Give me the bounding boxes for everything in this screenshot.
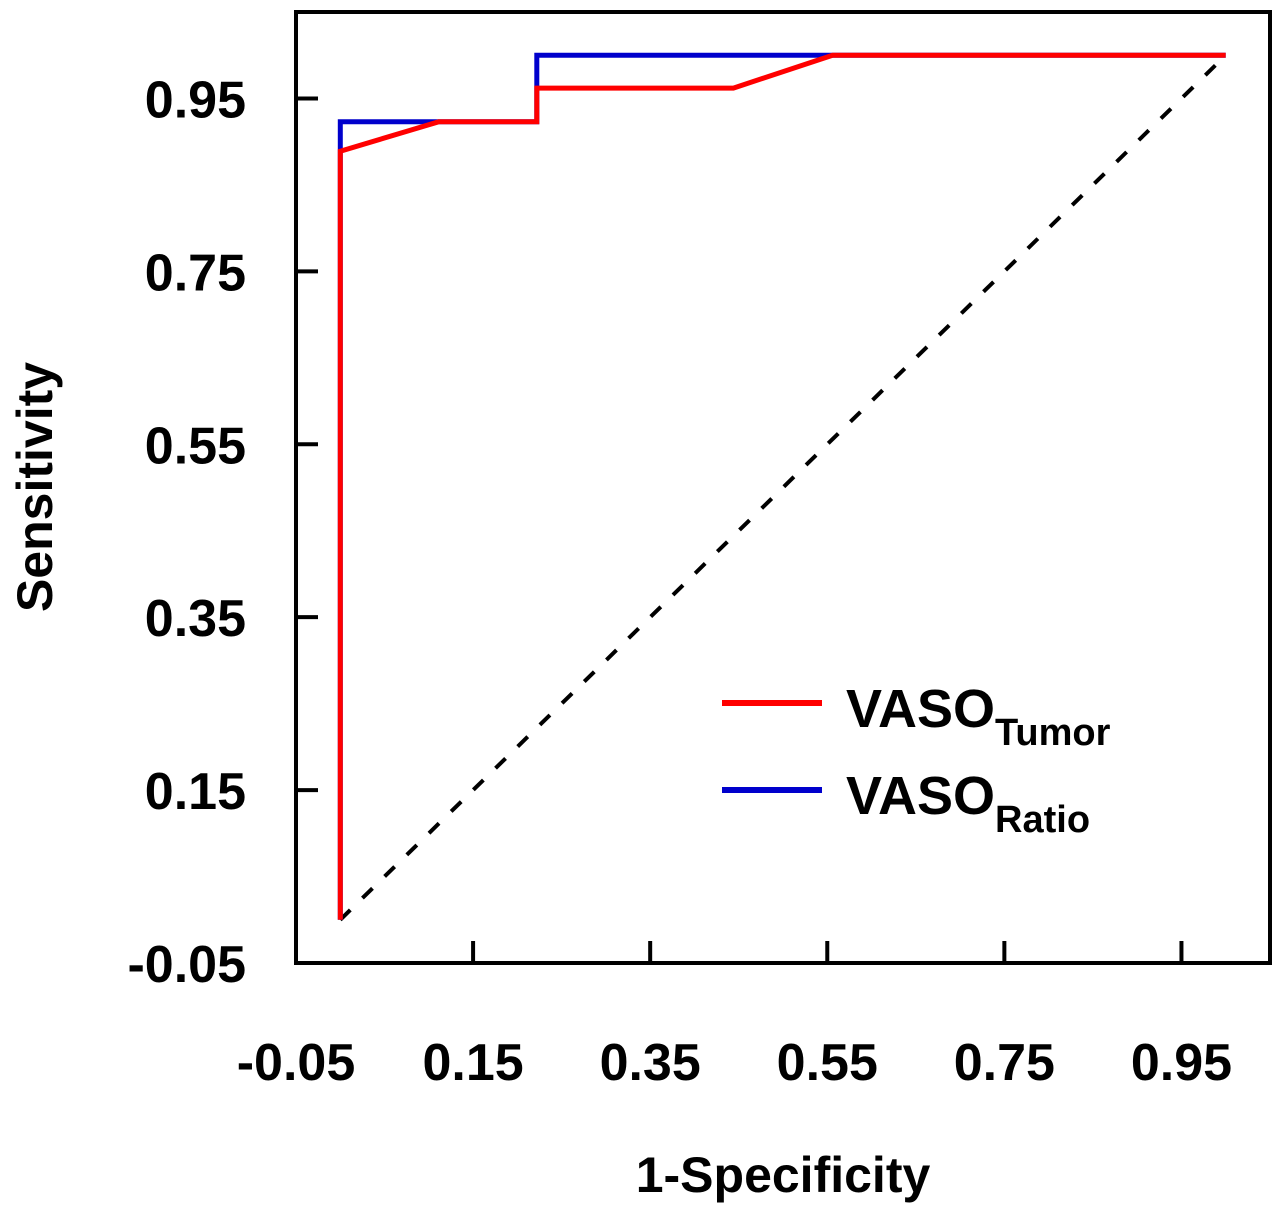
legend-label-ratio: VASORatio <box>846 766 1090 841</box>
x-tick-label: 0.15 <box>422 1034 523 1092</box>
plot-border <box>294 10 1272 965</box>
y-tick-label: 0.75 <box>145 244 246 302</box>
reference-diagonal-line <box>338 53 1228 922</box>
y-tick-label: 0.55 <box>145 417 246 475</box>
legend-label-tumor: VASOTumor <box>846 679 1111 754</box>
reference-line <box>338 53 1228 922</box>
legend: VASOTumor VASORatio <box>722 679 1111 841</box>
series-line-tumor <box>337 52 1226 920</box>
x-tick-label: -0.05 <box>237 1034 356 1092</box>
x-tick-label: 0.35 <box>600 1034 701 1092</box>
y-tick-label: 0.15 <box>145 763 246 821</box>
y-tick-label: 0.95 <box>145 71 246 129</box>
series-lines <box>337 52 1226 920</box>
plot-area-frame <box>294 10 1272 965</box>
x-axis-ticks: -0.05 0.15 0.35 0.55 0.75 0.95 <box>237 941 1232 1092</box>
y-axis-ticks: -0.05 0.15 0.35 0.55 0.75 0.95 <box>127 71 318 994</box>
x-tick-label: 0.55 <box>777 1034 878 1092</box>
y-tick-label: 0.35 <box>145 590 246 648</box>
x-tick-label: 0.75 <box>954 1034 1055 1092</box>
y-axis-title: Sensitivity <box>7 362 63 612</box>
y-tick-label: -0.05 <box>127 936 246 994</box>
x-tick-label: 0.95 <box>1131 1034 1232 1092</box>
x-axis-title: 1-Specificity <box>636 1147 931 1203</box>
